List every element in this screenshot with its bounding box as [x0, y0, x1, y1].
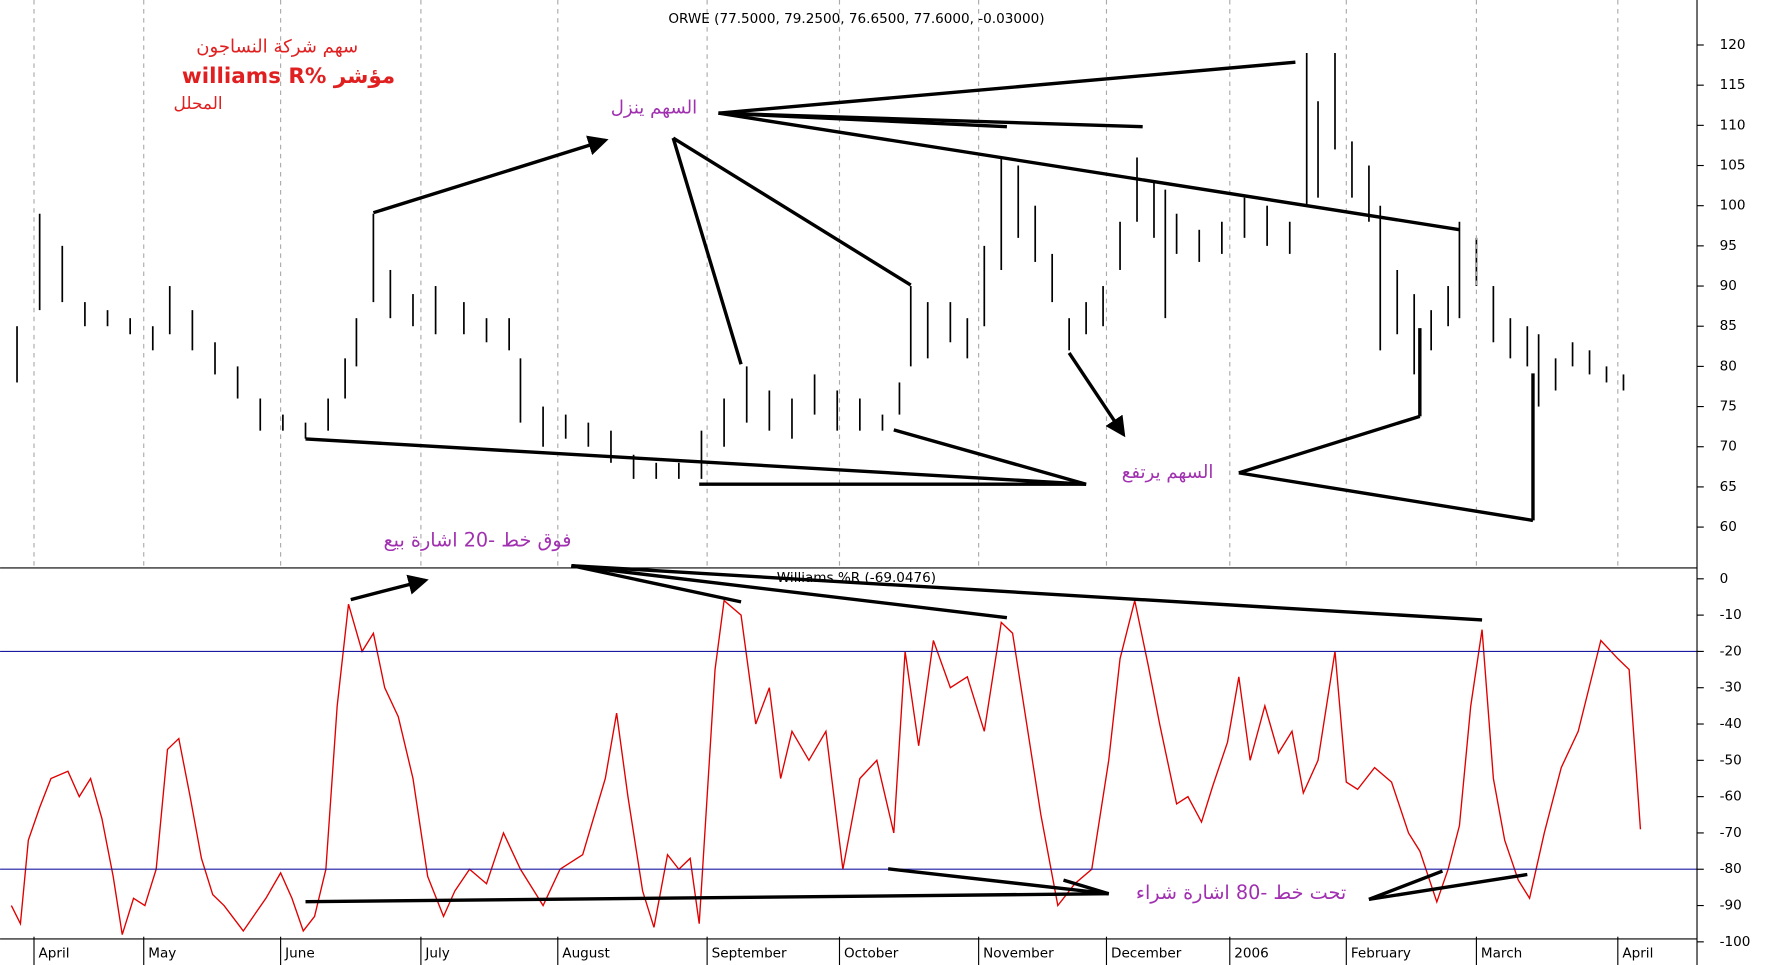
y-tick-label: 75 — [1720, 399, 1737, 415]
y-tick-label: -40 — [1720, 716, 1742, 732]
y-tick-label: 115 — [1720, 77, 1746, 93]
x-tick-label: 2006 — [1234, 946, 1269, 962]
y-tick-label: -30 — [1720, 680, 1742, 696]
y-tick-label: -20 — [1720, 643, 1742, 659]
x-tick-label: March — [1481, 946, 1522, 962]
y-tick-label: -50 — [1720, 752, 1742, 768]
y-tick-label: -10 — [1720, 607, 1742, 623]
x-tick-label: April — [1622, 946, 1653, 962]
annotation: المحلل — [173, 93, 222, 113]
y-tick-label: -70 — [1720, 825, 1742, 841]
x-tick-label: May — [148, 946, 176, 962]
y-tick-label: 120 — [1720, 37, 1746, 53]
x-tick-label: February — [1351, 946, 1411, 962]
y-tick-label: 110 — [1720, 117, 1746, 133]
annotation: سهم شركة النساجون — [196, 37, 358, 58]
x-tick-label: August — [562, 946, 609, 962]
y-tick-label: 80 — [1720, 358, 1737, 374]
annotation: السهم ينزل — [611, 98, 697, 119]
annotation: تحت خط -80 اشارة شراء — [1136, 881, 1346, 904]
y-tick-label: 85 — [1720, 318, 1737, 334]
indicator-title: Williams %R (-69.0476) — [777, 570, 936, 586]
y-tick-label: -80 — [1720, 861, 1742, 877]
x-tick-label: April — [39, 946, 70, 962]
annotation: williams R% مؤشر — [182, 64, 395, 89]
y-tick-label: 100 — [1720, 198, 1746, 214]
y-tick-label: -90 — [1720, 898, 1742, 914]
y-tick-label: 90 — [1720, 278, 1737, 294]
x-tick-label: November — [983, 946, 1054, 962]
y-tick-label: 95 — [1720, 238, 1737, 254]
y-tick-label: 0 — [1720, 571, 1729, 587]
y-tick-label: 65 — [1720, 479, 1737, 495]
y-tick-label: -100 — [1720, 934, 1751, 950]
y-tick-label: -60 — [1720, 789, 1742, 805]
y-tick-label: 60 — [1720, 519, 1737, 535]
x-tick-label: June — [284, 946, 315, 962]
indicator-line — [10, 599, 1642, 935]
x-tick-label: July — [424, 946, 449, 962]
y-tick-label: 105 — [1720, 158, 1746, 174]
x-tick-label: December — [1111, 946, 1182, 962]
x-tick-label: October — [844, 946, 899, 962]
annotation: فوق خط -20 اشارة بيع — [383, 528, 571, 551]
annotation-lines — [305, 60, 1535, 904]
plot: 60 65 70 75 80 85 90 95 100 105 110 115 120 0 -10 -20 -3… — [33, 0, 1751, 965]
y-tick-label: 70 — [1720, 439, 1737, 455]
annotation: السهم يرتفع — [1122, 462, 1214, 483]
chart-title: ORWE (77.5000, 79.2500, 76.6500, 77.6000… — [668, 11, 1044, 27]
x-tick-label: September — [712, 946, 787, 962]
